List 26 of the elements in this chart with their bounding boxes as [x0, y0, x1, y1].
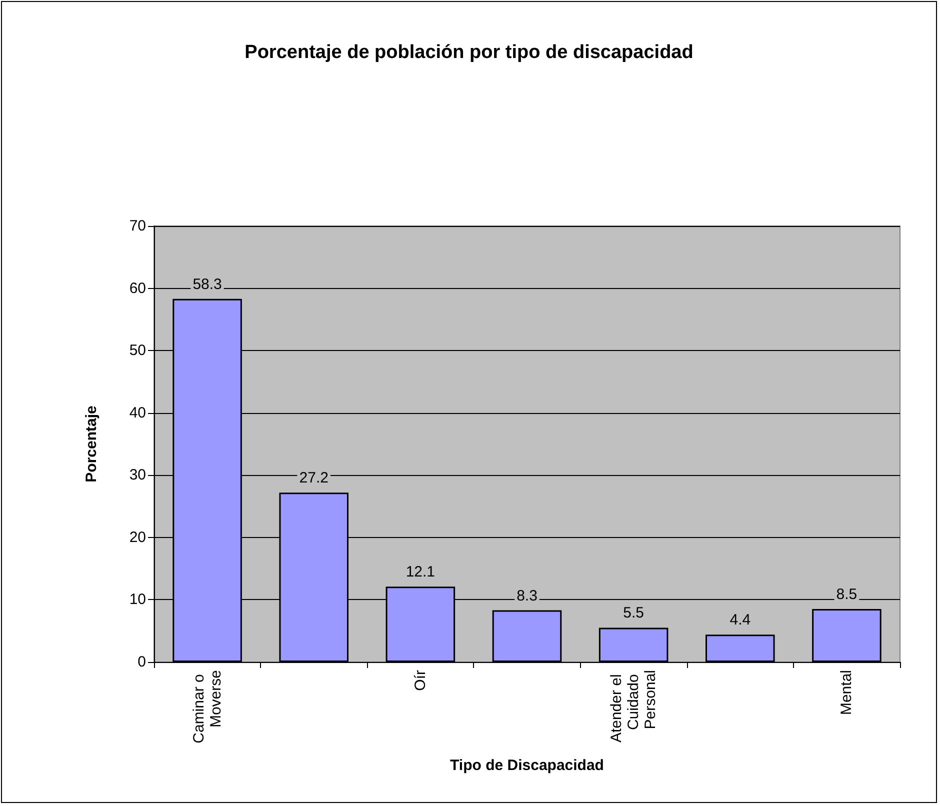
data-label: 8.3 [516, 587, 538, 604]
y-tick-label: 20 [129, 528, 146, 546]
y-tick-label: 70 [129, 218, 146, 234]
bar [598, 628, 668, 662]
data-label: 58.3 [192, 276, 222, 293]
x-tick-label: Oír [412, 670, 429, 691]
y-axis-title: Porcentaje [83, 406, 100, 482]
y-tick-label: 30 [129, 466, 146, 484]
bar [812, 609, 882, 662]
data-label: 8.5 [836, 586, 858, 604]
x-tick-label: Caminar o Moverse [190, 670, 224, 744]
y-tick-label: 50 [129, 342, 146, 360]
y-tick-label: 40 [129, 404, 146, 422]
y-tick-label: 60 [129, 280, 146, 297]
data-label: 12.1 [406, 564, 436, 581]
bar [492, 610, 562, 662]
data-label: 5.5 [623, 604, 644, 622]
chart-title: Porcentaje de población por tipo de discapacidad [244, 42, 694, 63]
y-tick-label: 10 [129, 591, 146, 608]
x-tick-label: Atender el Cuidado Personal [608, 670, 660, 743]
data-label: 27.2 [299, 470, 328, 487]
x-tick-label: Mental [838, 670, 856, 716]
bar [706, 634, 775, 662]
data-label: 4.4 [730, 612, 751, 629]
y-tick-label: 0 [138, 654, 146, 670]
x-axis-title: Tipo de Discapacidad [450, 756, 604, 774]
